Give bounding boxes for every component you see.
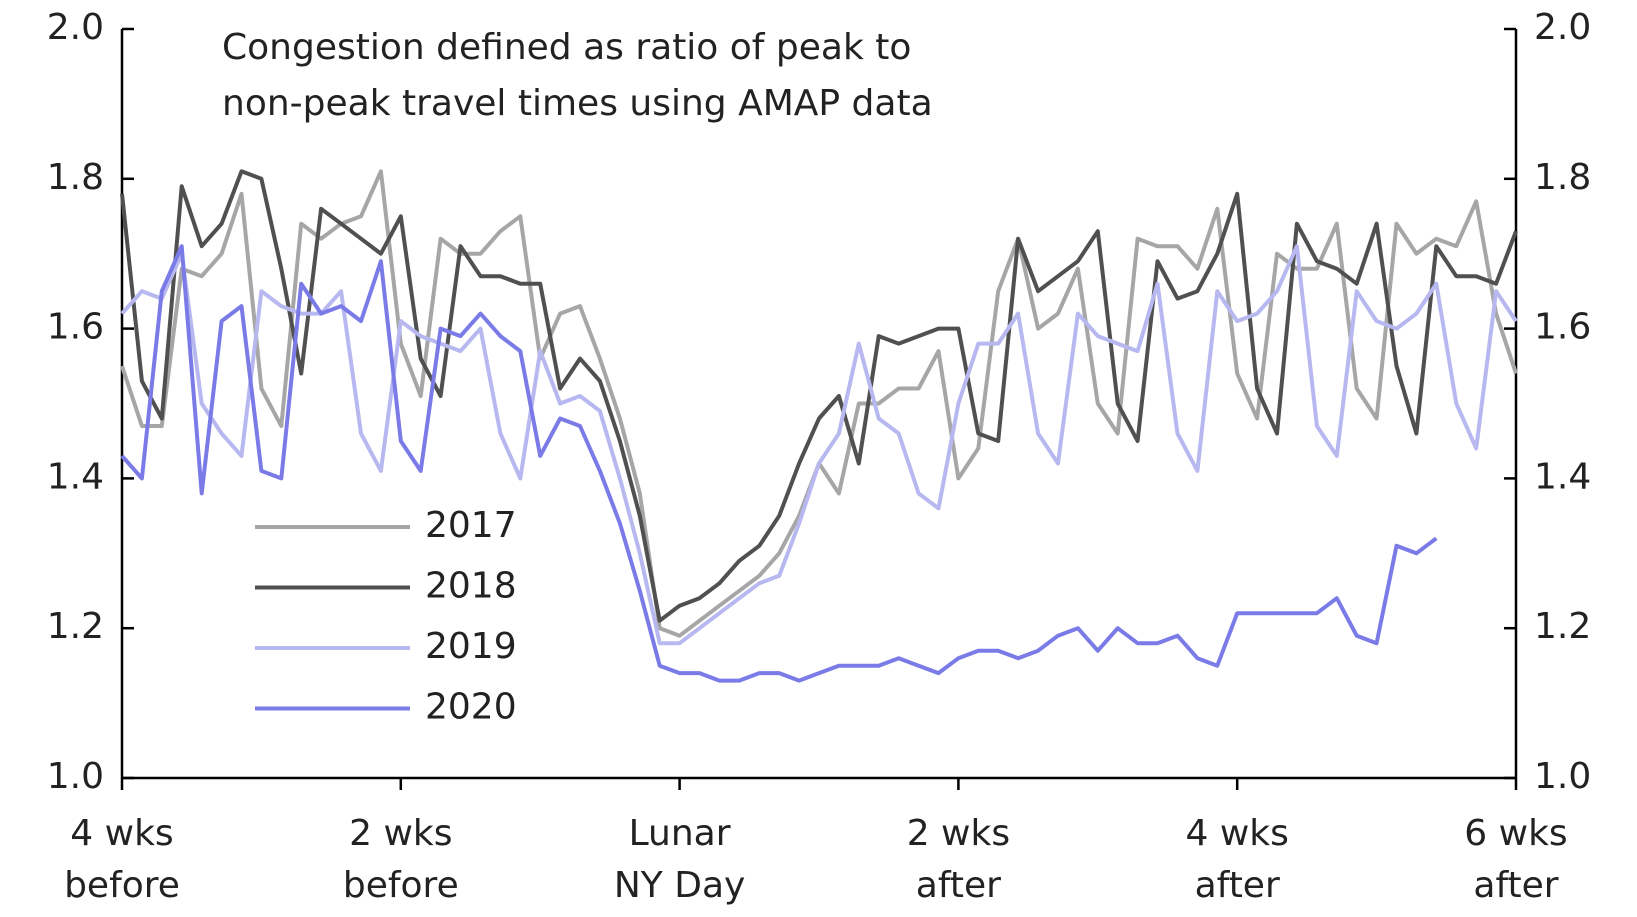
y2-tick-label: 1.2 xyxy=(1534,606,1591,647)
y-tick-label: 1.8 xyxy=(47,157,104,198)
x-tick-label: 2 wks after xyxy=(906,813,1011,906)
series-line xyxy=(120,244,1438,683)
legend-label: 2019 xyxy=(425,626,517,667)
y-tick-label: 1.6 xyxy=(47,307,104,348)
x-tick-label: 6 wks after xyxy=(1464,813,1568,906)
annotation: Congestion defined as ratio of peak to n… xyxy=(222,27,933,124)
y-tick-label: 2.0 xyxy=(47,7,104,48)
y-tick-label: 1.2 xyxy=(47,606,104,647)
legend-label: 2020 xyxy=(425,687,517,728)
y2-tick-label: 1.8 xyxy=(1534,157,1591,198)
legend-label: 2018 xyxy=(425,566,517,607)
x-tick-label: 4 wks before xyxy=(64,813,180,906)
y2-tick-label: 1.6 xyxy=(1534,307,1591,348)
series-line xyxy=(120,169,1518,623)
y-tick-label: 1.0 xyxy=(47,756,104,797)
x-tick-label: 4 wks after xyxy=(1185,813,1289,906)
y-tick-label: 1.4 xyxy=(47,456,104,497)
series-line xyxy=(120,244,1518,646)
y2-tick-label: 1.0 xyxy=(1534,756,1591,797)
x-tick-label: 2 wks before xyxy=(342,813,459,906)
y2-tick-label: 1.4 xyxy=(1534,456,1591,497)
legend-label: 2017 xyxy=(425,505,517,546)
y2-tick-label: 2.0 xyxy=(1534,7,1591,48)
x-tick-label: Lunar NY Day xyxy=(613,813,746,906)
